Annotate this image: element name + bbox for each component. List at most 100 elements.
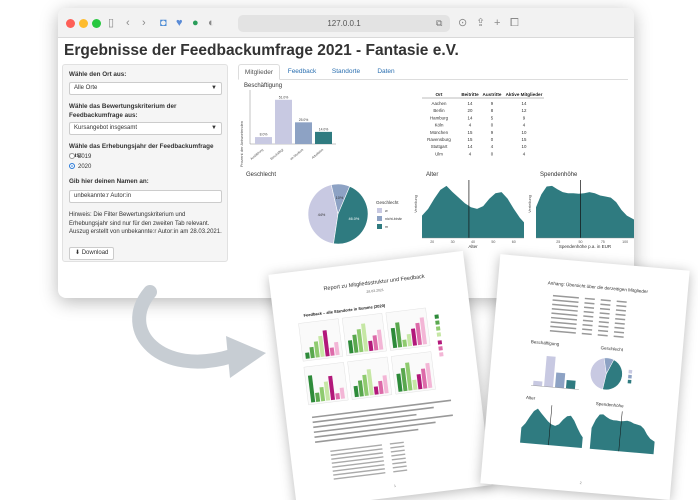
ort-select[interactable]: Alle Orte ▼: [69, 82, 222, 95]
jahr-radio-2019[interactable]: 2019: [69, 153, 91, 162]
table-cell: 5: [491, 115, 494, 120]
tab-feedback[interactable]: Feedback: [287, 68, 317, 75]
zoom-window-button[interactable]: [92, 19, 101, 28]
table-line: [582, 328, 593, 331]
feedback-bar: [347, 340, 354, 354]
feedback-bar: [362, 374, 369, 396]
minimize-window-button[interactable]: [79, 19, 88, 28]
sidebar-toggle-icon[interactable]: ▯: [108, 17, 115, 29]
table-line: [584, 306, 595, 309]
bar-beschäftigt: [275, 99, 292, 144]
x-tick-label: 30: [451, 240, 455, 244]
feedback-bar: [382, 375, 389, 394]
pie-slice-m: [333, 185, 369, 245]
privacy-shield-icon[interactable]: ◐: [208, 17, 215, 29]
x-tick-label: 50: [579, 240, 583, 244]
table-line: [584, 297, 595, 301]
feedback-bar: [415, 322, 423, 346]
table-line: [582, 323, 593, 327]
annex-bar-title: Beschäftigung: [531, 339, 560, 347]
extension-icon[interactable]: ♥: [176, 17, 183, 29]
download-icon[interactable]: ⊙: [458, 17, 468, 29]
x-tick-label: 25: [556, 240, 560, 244]
table-cell: 9: [523, 115, 526, 120]
table-cell: 4: [523, 123, 526, 128]
table-cell: 15: [468, 137, 473, 142]
table-line: [599, 312, 610, 315]
kriterium-label: Wähle das Bewertungskriterium der Feedba…: [69, 103, 177, 119]
new-tab-icon[interactable]: +: [494, 17, 501, 29]
tab-standorte[interactable]: Standorte: [331, 68, 361, 75]
table-line: [551, 312, 578, 317]
chevron-down-icon: ▼: [211, 85, 217, 91]
close-window-button[interactable]: [66, 19, 75, 28]
feedback-bar: [305, 352, 310, 359]
x-tick-label: im Studium: [289, 147, 304, 161]
legend-swatch: [628, 369, 633, 374]
table-cell: München: [430, 130, 449, 135]
table-header: Austritte: [483, 92, 502, 97]
feedback-bar: [319, 386, 326, 402]
table-cell: 12: [522, 108, 527, 113]
bar-value-label: 8.0%: [260, 133, 268, 137]
report-page-2: Anhang: Übersicht über die derzeitigen M…: [480, 254, 690, 500]
pie-slice-label: 44%: [318, 213, 326, 217]
feedback-bar: [378, 380, 384, 395]
jahr-label: Wähle das Erhebungsjahr der Feedbackumfr…: [69, 143, 214, 159]
annex-pie-slice: [602, 359, 623, 391]
chevron-down-icon: ▼: [211, 125, 217, 131]
mean-marker-line: [618, 411, 623, 452]
x-tick-label: 40: [471, 240, 475, 244]
report-date: 28.03.2021: [366, 288, 384, 294]
table-line: [550, 321, 577, 325]
table-line: [332, 460, 384, 468]
table-line: [581, 332, 592, 336]
table-line: [597, 334, 608, 337]
name-input[interactable]: unbekannte:r Autor:in: [69, 190, 222, 203]
grammar-extension-icon[interactable]: ●: [192, 17, 199, 29]
table-line: [391, 457, 406, 461]
translate-icon[interactable]: ⧉: [436, 18, 443, 28]
x-tick-label: 75: [601, 240, 605, 244]
feedback-bar: [353, 385, 359, 398]
legend-swatch: [628, 374, 632, 379]
tab-overview-icon[interactable]: ⧠: [510, 17, 519, 29]
table-line: [331, 456, 384, 464]
table-cell: 0: [491, 137, 494, 142]
tab-daten[interactable]: Daten: [377, 68, 395, 75]
y-axis-label: Verteilung: [527, 195, 532, 213]
annex-pie-slice: [590, 357, 607, 390]
ort-select-value: Alle Orte: [74, 85, 98, 91]
table-cell: 10: [522, 130, 527, 135]
table-cell: 4: [469, 123, 472, 128]
tab-bar: Mitglieder Feedback Standorte Daten: [238, 64, 628, 80]
legend-swatch: [627, 379, 632, 384]
legend-swatch: [435, 320, 440, 325]
annex-page-content: Anhang: Übersicht über die derzeitigen M…: [520, 279, 655, 485]
download-arrow-icon: ⬇: [75, 250, 81, 256]
page-number: 2: [580, 481, 582, 485]
feedback-bar: [405, 362, 413, 391]
share-icon[interactable]: ⇪: [476, 17, 486, 29]
table-line: [583, 315, 594, 318]
table-line: [583, 310, 594, 314]
address-bar[interactable]: 127.0.0.1: [238, 15, 450, 32]
chart-title: Beschäftigung: [244, 83, 282, 89]
download-button[interactable]: ⬇ Download: [69, 247, 115, 260]
density-area: [536, 185, 634, 238]
radio-selected-icon: [69, 163, 75, 169]
arrow-head-icon: [226, 336, 266, 378]
table-cell: 4: [523, 151, 526, 156]
chart-title: Spendenhöhe: [540, 172, 578, 178]
feedback-bar: [356, 328, 364, 353]
table-line: [389, 441, 404, 445]
forward-icon[interactable]: ›: [142, 17, 146, 29]
jahr-radio-2020[interactable]: 2020: [69, 163, 91, 172]
page-number: 1: [394, 484, 396, 488]
kriterium-select[interactable]: Kursangebot insgesamt ▼: [69, 122, 222, 135]
table-line: [552, 294, 579, 299]
back-icon[interactable]: ‹: [126, 17, 130, 29]
pocket-icon[interactable]: ◘: [160, 17, 167, 29]
dashboard-charts: Beschäftigung Prozent der Antwortenden 8…: [239, 83, 634, 249]
tab-mitglieder[interactable]: Mitglieder: [238, 64, 280, 80]
